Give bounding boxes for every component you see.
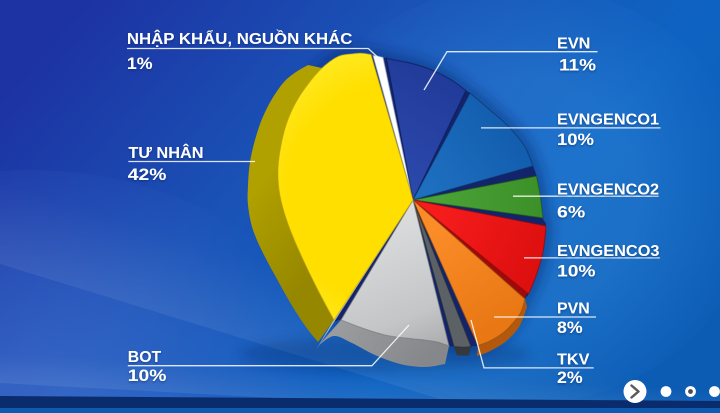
svg-text:42%: 42% — [128, 165, 167, 184]
svg-text:11%: 11% — [559, 55, 596, 74]
svg-text:10%: 10% — [557, 130, 594, 149]
svg-text:EVN: EVN — [557, 35, 590, 52]
svg-text:10%: 10% — [128, 366, 167, 385]
svg-text:EVNGENCO1: EVNGENCO1 — [557, 111, 659, 128]
svg-text:EVNGENCO2: EVNGENCO2 — [557, 181, 659, 198]
svg-text:2%: 2% — [557, 368, 583, 387]
svg-text:8%: 8% — [557, 318, 583, 337]
svg-text:NHẬP KHẨU, NGUỒN KHÁC: NHẬP KHẨU, NGUỒN KHÁC — [127, 29, 353, 48]
svg-text:BOT: BOT — [128, 349, 162, 366]
svg-text:EVNGENCO3: EVNGENCO3 — [557, 243, 660, 260]
svg-text:6%: 6% — [557, 203, 585, 222]
svg-text:PVN: PVN — [557, 300, 590, 317]
svg-text:1%: 1% — [127, 54, 153, 73]
svg-text:TƯ NHÂN: TƯ NHÂN — [128, 143, 203, 162]
svg-text:10%: 10% — [557, 262, 596, 281]
svg-text:TKV: TKV — [557, 352, 590, 369]
